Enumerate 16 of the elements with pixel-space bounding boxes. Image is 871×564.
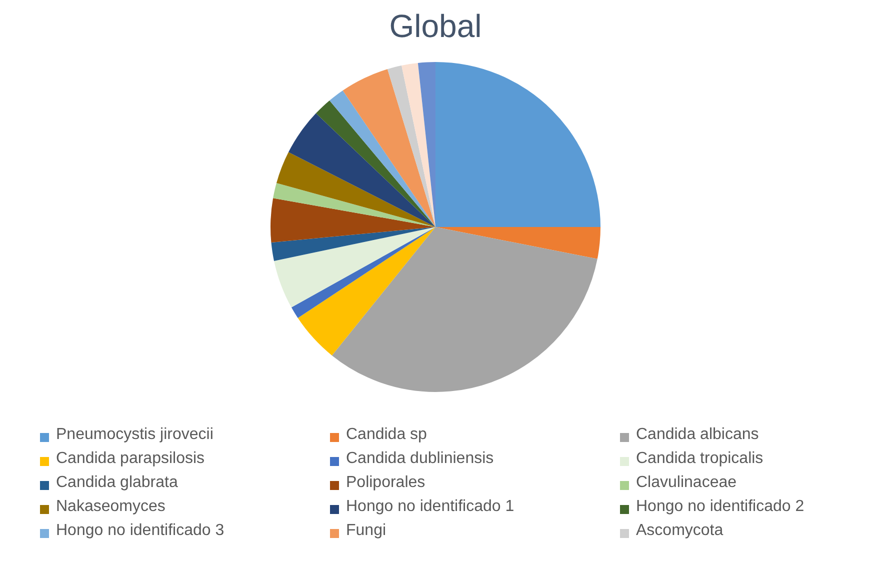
legend-label: Hongo no identificado 2 xyxy=(636,498,804,516)
legend-label: Fungi xyxy=(346,522,386,540)
legend-label: Candida albicans xyxy=(636,426,759,444)
legend-label: Hongo no identificado 3 xyxy=(56,522,224,540)
legend-label: Clavulinaceae xyxy=(636,474,737,492)
chart-title: Global xyxy=(388,8,483,45)
legend-label: Nakaseomyces xyxy=(56,498,166,516)
legend-label: Candida parapsilosis xyxy=(56,450,205,468)
legend-label: Candida tropicalis xyxy=(636,450,764,468)
legend-label: Ascomycota xyxy=(636,522,724,540)
legend-label: Candida sp xyxy=(346,426,427,444)
legend-label: Candida dubliniensis xyxy=(346,450,494,468)
legend-label: Candida glabrata xyxy=(56,474,178,492)
legend-label: Pneumocystis jirovecii xyxy=(56,426,214,444)
legend-label: Hongo no identificado 1 xyxy=(346,498,514,516)
legend-label: Poliporales xyxy=(346,474,426,492)
